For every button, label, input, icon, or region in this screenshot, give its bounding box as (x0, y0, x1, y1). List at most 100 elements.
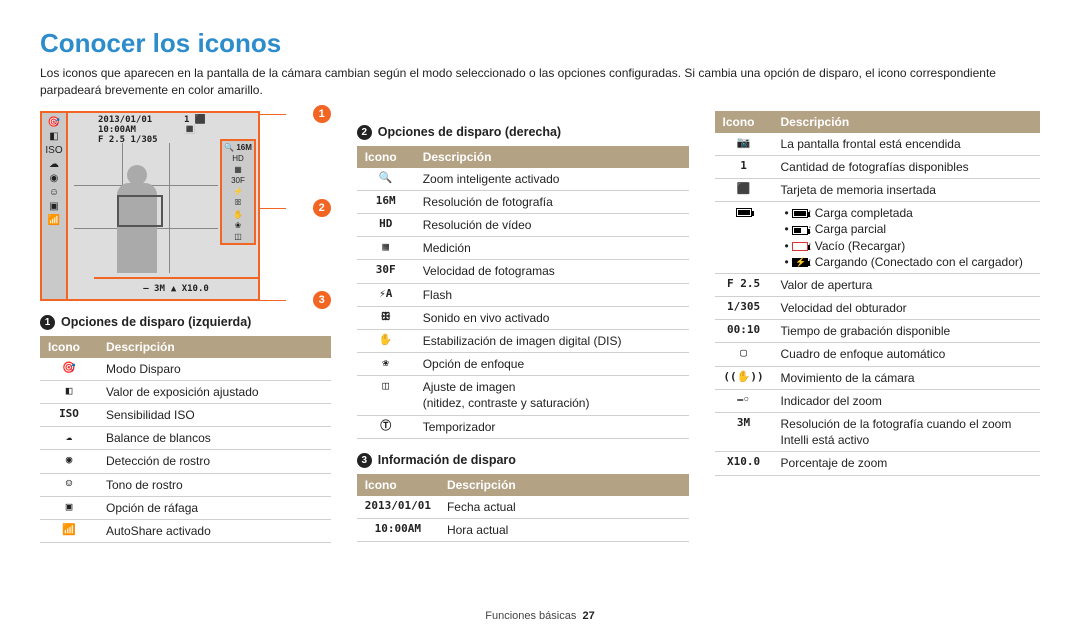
callout-3: 3 (313, 291, 331, 309)
table-row: 16MResolución de fotografía (357, 190, 689, 213)
th-desc: Descripción (439, 474, 689, 496)
icon-cell: 🎯 (40, 358, 98, 381)
desc-cell: La pantalla frontal está encendida (773, 133, 1040, 156)
icon-cell (715, 202, 773, 274)
section-3-num: 3 (357, 453, 372, 468)
icon-cell: ꕥ (357, 306, 415, 329)
page-title: Conocer los iconos (40, 28, 1040, 59)
desc-cell: : Carga completada: Carga parcial: Vacío… (773, 202, 1040, 274)
desc-cell: Detección de rostro (98, 450, 331, 473)
callout-2: 2 (313, 199, 331, 217)
focus-rect-icon (117, 195, 163, 227)
camera-lcd-diagram: 🎯◧ISO☁◉☺▣📶 2013/01/01 10:00AM F 2.5 1/30… (40, 111, 331, 301)
desc-cell: Resolución de vídeo (415, 213, 689, 236)
section-3-heading: 3 Información de disparo (357, 453, 689, 468)
desc-cell: Sonido en vivo activado (415, 306, 689, 329)
desc-cell: Velocidad de fotogramas (415, 260, 689, 283)
icon-cell: 🔍 (357, 168, 415, 191)
th-desc: Descripción (773, 111, 1040, 133)
table-row: ◧Valor de exposición ajustado (40, 380, 331, 403)
table-row: ⬛Tarjeta de memoria insertada (715, 178, 1040, 201)
icon-cell: ▣ (40, 496, 98, 519)
table-row: 1/305Velocidad del obturador (715, 297, 1040, 320)
table-row: 3MResolución de la fotografía cuando el … (715, 413, 1040, 452)
section-3-title: Información de disparo (378, 453, 516, 467)
desc-cell: AutoShare activado (98, 519, 331, 542)
table-row: F 2.5Valor de apertura (715, 273, 1040, 296)
page-footer: Funciones básicas 27 (0, 610, 1080, 622)
icon-cell: ☺ (40, 473, 98, 496)
table-row: X10.0Porcentaje de zoom (715, 452, 1040, 475)
icon-cell: Ⓣ (357, 415, 415, 438)
desc-cell: Hora actual (439, 519, 689, 542)
icon-cell: 30F (357, 260, 415, 283)
desc-cell: Temporizador (415, 415, 689, 438)
icon-cell: 16M (357, 190, 415, 213)
table-row: HDResolución de vídeo (357, 213, 689, 236)
th-icono: Icono (357, 146, 415, 168)
icon-cell: ◧ (40, 380, 98, 403)
section-1-title: Opciones de disparo (izquierda) (61, 315, 251, 329)
table-row: ▣Opción de ráfaga (40, 496, 331, 519)
table-row: ✋Estabilización de imagen digital (DIS) (357, 329, 689, 352)
th-desc: Descripción (415, 146, 689, 168)
table-row: ❀Opción de enfoque (357, 353, 689, 376)
footer-page: 27 (582, 610, 594, 622)
icon-cell: ◉ (40, 450, 98, 473)
section-2-num: 2 (357, 125, 372, 140)
icon-cell: ▦ (357, 237, 415, 260)
icon-cell: 2013/01/01 (357, 496, 439, 519)
table-row: 10:00AMHora actual (357, 519, 689, 542)
th-desc: Descripción (98, 336, 331, 358)
table-row: : Carga completada: Carga parcial: Vacío… (715, 202, 1040, 274)
table-row: ⓉTemporizador (357, 415, 689, 438)
desc-cell: Opción de enfoque (415, 353, 689, 376)
lcd-date: 2013/01/01 10:00AM (98, 115, 184, 135)
icon-cell: ⎯◦ (715, 389, 773, 412)
section-1-num: 1 (40, 315, 55, 330)
table-row: ▢Cuadro de enfoque automático (715, 343, 1040, 366)
icon-cell: 00:10 (715, 320, 773, 343)
table-row: ☺Tono de rostro (40, 473, 331, 496)
table-row: 1Cantidad de fotografías disponibles (715, 155, 1040, 178)
icon-cell: ▢ (715, 343, 773, 366)
th-icono: Icono (715, 111, 773, 133)
table-shooting-left: IconoDescripción 🎯Modo Disparo◧Valor de … (40, 336, 331, 544)
desc-cell: Cuadro de enfoque automático (773, 343, 1040, 366)
table-row: 2013/01/01Fecha actual (357, 496, 689, 519)
desc-cell: Indicador del zoom (773, 389, 1040, 412)
section-2-title: Opciones de disparo (derecha) (378, 125, 561, 139)
desc-cell: Flash (415, 283, 689, 306)
desc-cell: Resolución de fotografía (415, 190, 689, 213)
callout-1: 1 (313, 105, 331, 123)
lcd-res: 16M (236, 143, 252, 152)
th-icono: Icono (357, 474, 439, 496)
section-1-heading: 1 Opciones de disparo (izquierda) (40, 315, 331, 330)
desc-cell: Cantidad de fotografías disponibles (773, 155, 1040, 178)
icon-cell: 📷 (715, 133, 773, 156)
desc-cell: Valor de apertura (773, 273, 1040, 296)
table-row: ◫Ajuste de imagen(nitidez, contraste y s… (357, 376, 689, 415)
icon-cell: 📶 (40, 519, 98, 542)
table-row: ▦Medición (357, 237, 689, 260)
table-row: 📶AutoShare activado (40, 519, 331, 542)
table-shooting-right: IconoDescripción 🔍Zoom inteligente activ… (357, 146, 689, 439)
icon-cell: HD (357, 213, 415, 236)
table-row: ⚡AFlash (357, 283, 689, 306)
desc-cell: Fecha actual (439, 496, 689, 519)
desc-cell: Tiempo de grabación disponible (773, 320, 1040, 343)
desc-cell: Medición (415, 237, 689, 260)
desc-cell: Ajuste de imagen(nitidez, contraste y sa… (415, 376, 689, 415)
icon-cell: ((✋)) (715, 366, 773, 389)
icon-cell: ⬛ (715, 178, 773, 201)
table-row: ꕥSonido en vivo activado (357, 306, 689, 329)
lcd-bottom-left: — 3M (143, 284, 165, 294)
table-row: 📷La pantalla frontal está encendida (715, 133, 1040, 156)
table-row: 🔍Zoom inteligente activado (357, 168, 689, 191)
desc-cell: Porcentaje de zoom (773, 452, 1040, 475)
desc-cell: Sensibilidad ISO (98, 403, 331, 426)
table-row: ((✋))Movimiento de la cámara (715, 366, 1040, 389)
icon-cell: ✋ (357, 329, 415, 352)
icon-cell: ❀ (357, 353, 415, 376)
desc-cell: Tono de rostro (98, 473, 331, 496)
